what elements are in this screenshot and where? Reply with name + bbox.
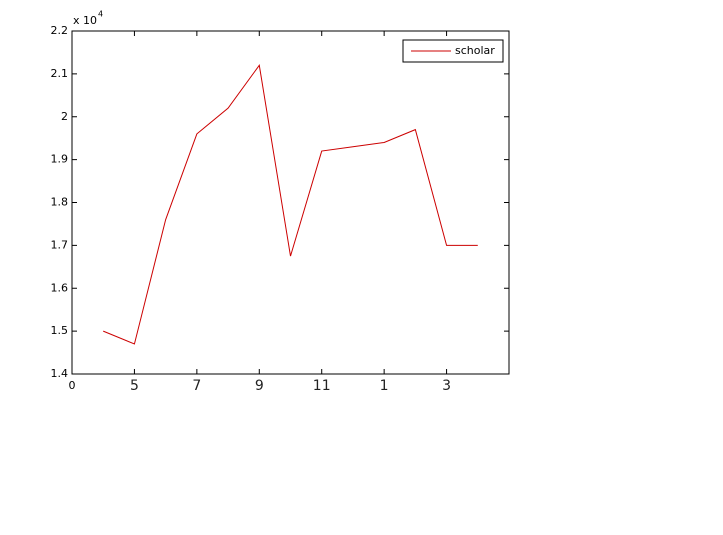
- y-tick-label: 1.5: [51, 324, 69, 337]
- y-tick-label: 1.9: [51, 153, 69, 166]
- x-tick-label: 0: [69, 379, 76, 392]
- y-tick-label: 1.8: [51, 196, 69, 209]
- y-exponent: 4: [98, 10, 103, 19]
- y-tick-label: 1.4: [51, 367, 69, 380]
- data-line: [103, 64, 478, 345]
- x-tick-label: 7: [192, 378, 201, 394]
- y-tick-label: 1.6: [51, 281, 69, 294]
- y-tick-label: 1.7: [51, 238, 69, 251]
- y-multiplier: x 10: [73, 14, 97, 27]
- y-tick-label: 2.1: [51, 67, 69, 80]
- legend-box: [402, 39, 504, 63]
- x-tick-label: 1: [380, 378, 389, 394]
- x-tick-label: 11: [313, 378, 331, 394]
- legend-label: scholar: [455, 44, 495, 57]
- y-tick-label: 2: [61, 110, 68, 123]
- y-tick-label: 2.2: [51, 24, 69, 37]
- x-tick-label: 9: [255, 378, 264, 394]
- x-tick-label: 5: [130, 378, 139, 394]
- x-tick-label: 3: [442, 378, 451, 394]
